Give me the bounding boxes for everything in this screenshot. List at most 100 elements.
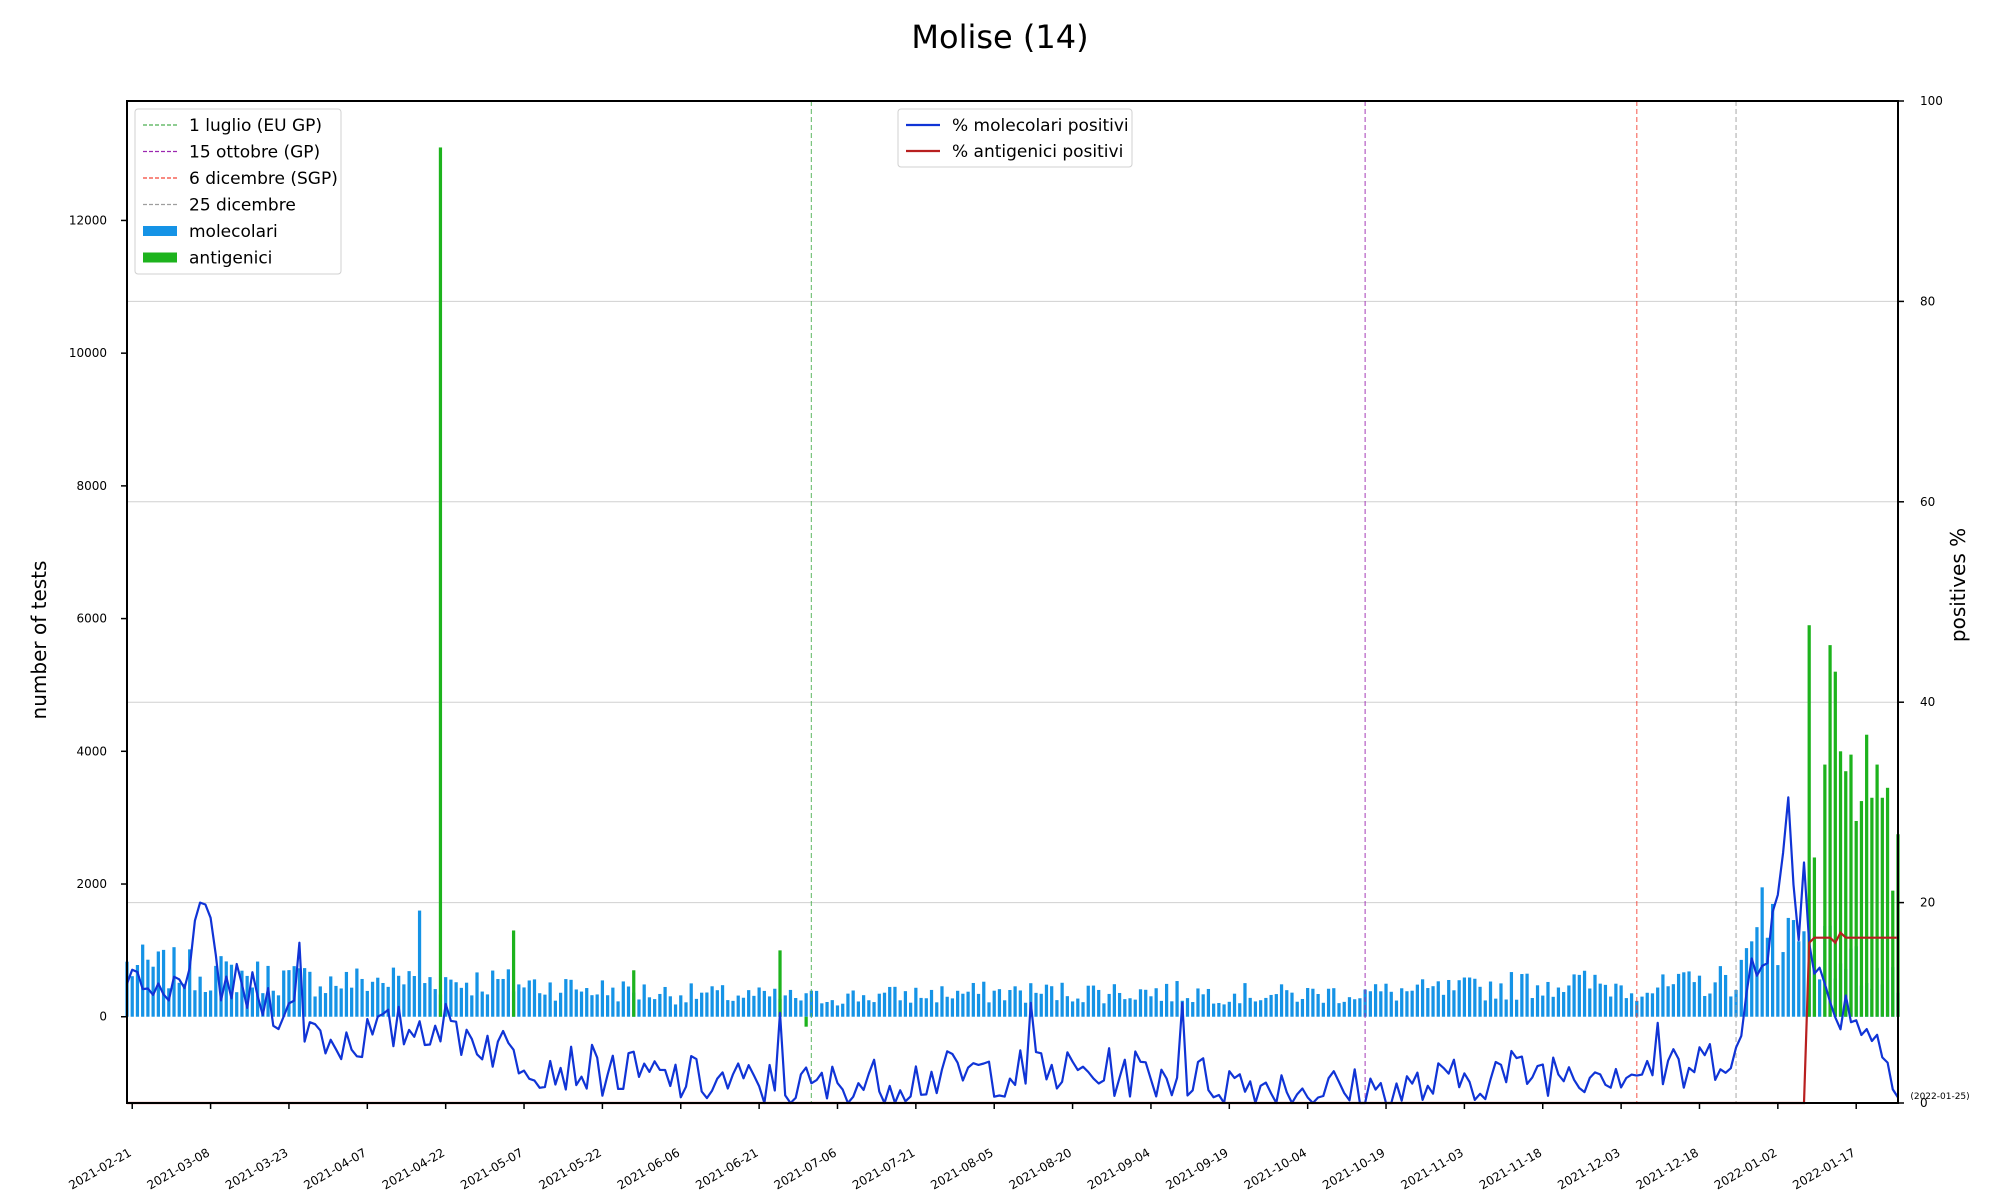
molecular-bar	[1248, 997, 1252, 1017]
molecular-bar	[1253, 1001, 1258, 1017]
molecular-bar	[417, 910, 422, 1017]
molecular-bar	[1368, 991, 1372, 1017]
molecular-bar	[282, 970, 286, 1017]
molecular-bar	[177, 982, 181, 1017]
molecular-bar	[522, 987, 526, 1017]
molecular-bar	[1473, 978, 1477, 1017]
molecular-bar	[271, 990, 275, 1017]
molecular-bar	[997, 989, 1002, 1017]
molecular-bar	[1765, 937, 1770, 1017]
molecular-bar	[971, 982, 975, 1017]
molecular-bar	[1462, 977, 1467, 1017]
molecular-bar	[1729, 996, 1733, 1017]
antigen-bar	[1844, 771, 1848, 1017]
y-left-tick-label: 4000	[76, 744, 107, 758]
molecular-bar	[496, 979, 500, 1017]
molecular-bar	[1076, 998, 1080, 1017]
molecular-bar	[1034, 992, 1038, 1017]
molecular-bar	[1478, 986, 1482, 1017]
molecular-bar	[276, 995, 281, 1017]
molecular-bar	[668, 996, 672, 1017]
molecular-bar	[245, 975, 249, 1017]
molecular-bar	[1259, 1000, 1263, 1017]
molecular-bar	[1697, 975, 1702, 1017]
molecular-bar	[1003, 1000, 1007, 1017]
molecular-bar	[1191, 1002, 1195, 1017]
molecular-bar	[694, 998, 699, 1017]
molecular-bar	[1535, 985, 1540, 1017]
y-axis-left-label: number of tests	[27, 561, 51, 720]
molecular-bar	[705, 992, 709, 1017]
date-note: (2022-01-25)	[1910, 1092, 1969, 1102]
molecular-bar	[1107, 993, 1111, 1017]
y-left-tick-label: 0	[99, 1010, 107, 1024]
molecular-bar	[700, 992, 704, 1017]
molecular-bar	[428, 977, 432, 1017]
molecular-bar	[1426, 988, 1430, 1017]
molecular-bar	[1708, 993, 1712, 1017]
molecular-bar	[517, 984, 521, 1017]
molecular-bar	[475, 972, 479, 1017]
molecular-bar	[491, 970, 495, 1017]
molecular-bar	[1170, 1001, 1174, 1017]
molecular-bar	[1661, 974, 1665, 1017]
molecular-bar	[543, 994, 547, 1017]
molecular-bar	[919, 997, 923, 1017]
molecular-bar	[564, 979, 568, 1017]
molecular-bar	[898, 1000, 902, 1017]
lines-layer	[125, 796, 1899, 1105]
molecular-bar	[929, 989, 934, 1017]
molecular-bar	[741, 997, 746, 1017]
molecular-bar	[1065, 996, 1069, 1017]
molecular-bar	[1232, 993, 1237, 1017]
x-tick-label: 2021-02-21	[66, 1145, 133, 1192]
x-tick-label: 2021-08-20	[1007, 1145, 1074, 1192]
molecular-bar	[1306, 987, 1310, 1017]
molecular-bar	[1791, 920, 1796, 1017]
molecular-bar	[1363, 989, 1367, 1017]
molecular-bar	[611, 987, 615, 1017]
molecular-bar	[1013, 986, 1017, 1017]
molecular-bar	[893, 986, 897, 1017]
molecular-bar	[1050, 986, 1054, 1017]
molecular-bar	[151, 966, 155, 1017]
y-left-tick-label: 2000	[76, 877, 107, 891]
molecular-bar	[1415, 984, 1419, 1017]
antigen-bar	[438, 147, 443, 1017]
molecular-bar	[1771, 903, 1775, 1017]
x-tick-label: 2021-07-06	[772, 1145, 839, 1192]
molecular-bar	[982, 981, 986, 1017]
molecular-bar	[851, 990, 855, 1017]
molecular-bar	[757, 987, 761, 1017]
molecular-bar	[872, 1002, 876, 1017]
molecular-bar	[1441, 994, 1446, 1017]
molecular-bar	[344, 971, 349, 1017]
molecular-bar	[992, 990, 996, 1017]
molecular-bar	[585, 988, 589, 1017]
molecular-bar	[240, 970, 244, 1017]
molecular-bar	[1509, 972, 1514, 1017]
molecular-bar	[538, 993, 542, 1017]
molecular-bar	[1723, 974, 1728, 1017]
antigen-bar	[1828, 645, 1832, 1017]
molecular-bar	[804, 993, 808, 1017]
molecular-bar	[376, 977, 380, 1017]
molecular-bar	[1609, 996, 1613, 1017]
molecular-bar	[287, 970, 291, 1017]
molecular-bar	[1394, 1000, 1399, 1017]
molecular-bar	[1556, 987, 1561, 1017]
molecular-bar	[720, 985, 725, 1017]
molecular-bar	[966, 991, 970, 1017]
x-tick-label: 2021-06-06	[615, 1145, 682, 1192]
y-right-tick-label: 60	[1920, 495, 1935, 509]
molecular-bar	[1379, 991, 1383, 1017]
molecular-bar	[1494, 998, 1498, 1017]
molecular-bar	[1671, 984, 1675, 1017]
legend-right-box	[897, 108, 1133, 168]
molecular-bar	[423, 983, 427, 1017]
antigen-bar	[511, 930, 516, 1017]
molecular-bar	[1546, 981, 1550, 1017]
molecular-bar	[621, 981, 625, 1017]
molecular-bar	[1410, 990, 1414, 1017]
antigen-bar	[1838, 751, 1843, 1017]
